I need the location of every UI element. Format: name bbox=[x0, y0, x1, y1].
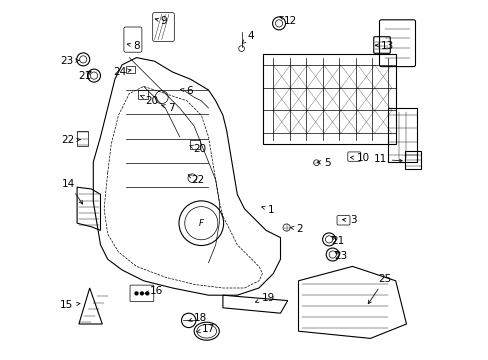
Text: 16: 16 bbox=[144, 285, 163, 296]
Text: 10: 10 bbox=[350, 153, 369, 163]
Text: 5: 5 bbox=[317, 158, 330, 168]
Text: 1: 1 bbox=[261, 204, 274, 215]
Text: 11: 11 bbox=[373, 154, 401, 165]
Text: 8: 8 bbox=[127, 41, 140, 51]
Text: 21: 21 bbox=[78, 71, 91, 81]
Text: 9: 9 bbox=[155, 16, 166, 26]
Text: 17: 17 bbox=[196, 324, 215, 334]
Text: 22: 22 bbox=[61, 135, 80, 145]
Circle shape bbox=[135, 292, 138, 295]
Text: 22: 22 bbox=[188, 175, 204, 185]
Text: 18: 18 bbox=[188, 312, 206, 323]
Text: 2: 2 bbox=[290, 224, 303, 234]
Text: 14: 14 bbox=[62, 179, 82, 204]
Text: 20: 20 bbox=[189, 144, 206, 154]
Text: 6: 6 bbox=[180, 86, 192, 96]
Text: 15: 15 bbox=[60, 300, 80, 310]
Text: 21: 21 bbox=[331, 236, 344, 246]
Circle shape bbox=[140, 292, 143, 295]
Text: 23: 23 bbox=[333, 251, 346, 261]
Text: 23: 23 bbox=[60, 56, 79, 66]
Circle shape bbox=[145, 292, 148, 295]
Text: 3: 3 bbox=[342, 215, 356, 225]
Text: 4: 4 bbox=[242, 31, 253, 44]
Text: 19: 19 bbox=[255, 293, 274, 303]
Text: 13: 13 bbox=[375, 41, 394, 51]
Text: 7: 7 bbox=[162, 103, 174, 113]
Text: F: F bbox=[199, 219, 203, 228]
Text: 20: 20 bbox=[140, 95, 158, 106]
Text: 12: 12 bbox=[279, 16, 296, 26]
Text: 24: 24 bbox=[113, 67, 131, 77]
Text: 25: 25 bbox=[367, 274, 391, 304]
